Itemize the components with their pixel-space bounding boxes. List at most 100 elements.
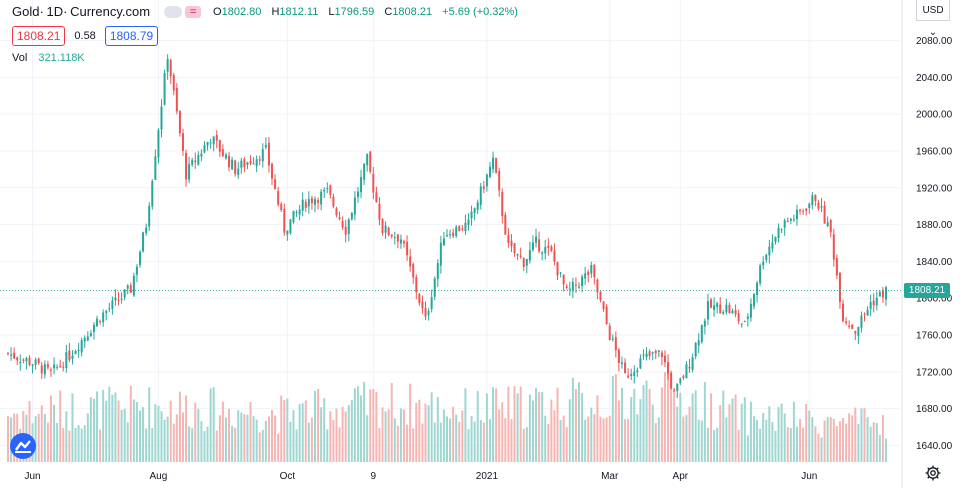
candle-body <box>737 313 740 322</box>
volume-bar <box>746 435 749 462</box>
volume-bar <box>608 415 611 462</box>
symbol-name[interactable]: Gold <box>12 4 40 19</box>
candle-body <box>553 250 556 262</box>
candle-body <box>706 301 709 320</box>
candle-body <box>571 281 574 291</box>
candle-body <box>728 304 731 314</box>
candle-body <box>881 290 884 298</box>
candle-body <box>237 168 240 175</box>
volume-bar <box>799 419 802 462</box>
volume-bar <box>584 419 587 462</box>
candle-body <box>719 304 722 314</box>
volume-bar <box>492 387 495 462</box>
candle-body <box>464 222 467 232</box>
open-value: 1802.80 <box>221 5 262 18</box>
volume-bar <box>338 427 341 462</box>
volume-bar <box>240 412 243 462</box>
volume-label[interactable]: Vol <box>12 52 28 64</box>
interval-label[interactable]: 1D <box>46 4 64 19</box>
volume-bar <box>869 426 872 462</box>
volume-bar <box>725 417 728 462</box>
volume-bar <box>249 401 252 462</box>
candle-body <box>875 297 878 306</box>
volume-bar <box>43 414 46 462</box>
candle-body <box>688 366 691 369</box>
volume-bar <box>737 429 740 462</box>
price-axis[interactable]: 1640.00 1680.00 1720.00 1760.00 1800.00 1840.… <box>916 36 953 452</box>
volume-bar <box>535 387 538 462</box>
volume-bar <box>525 427 528 462</box>
equals-icon[interactable]: = <box>185 5 202 18</box>
candle-body <box>780 229 783 231</box>
candle-body <box>774 237 777 242</box>
currency-selector[interactable]: USD ⌄ <box>916 0 950 38</box>
volume-bar <box>341 406 344 462</box>
volume-bar <box>163 419 166 462</box>
candle-body <box>541 252 544 254</box>
volume-bar <box>255 419 258 462</box>
volume-bar <box>243 414 246 462</box>
candle-body <box>802 210 805 212</box>
candle-body <box>446 235 448 237</box>
buy-price-button[interactable]: 1808.79 <box>104 26 159 46</box>
volume-bar <box>307 422 310 462</box>
candle-body <box>261 149 264 162</box>
volume-bar <box>209 388 212 462</box>
x-tick-label: Aug <box>150 471 168 482</box>
volume-bar <box>123 408 126 462</box>
volume-bar <box>700 420 703 462</box>
volume-bar <box>439 422 442 462</box>
volume-bar <box>231 425 234 462</box>
candle-body <box>676 383 679 392</box>
candle-body <box>854 331 857 334</box>
candle-body <box>200 153 203 157</box>
candle-body <box>188 163 191 180</box>
volume-bar <box>117 400 120 462</box>
volume-bar <box>473 421 476 462</box>
candle-body <box>863 313 866 315</box>
y-tick-label: 2000.00 <box>916 110 953 121</box>
gear-icon[interactable] <box>924 464 942 482</box>
volume-bar <box>258 432 261 462</box>
volume-bar <box>375 392 378 462</box>
volume-bar <box>771 422 774 462</box>
volume-bar <box>271 410 274 462</box>
volume-bar <box>765 419 768 462</box>
volume-bar <box>578 382 581 462</box>
candle-body <box>485 174 488 187</box>
candle-body <box>415 277 418 293</box>
tradingview-logo-icon[interactable] <box>10 433 36 459</box>
volume-bar <box>304 400 307 462</box>
volume-bar <box>378 428 381 462</box>
volume-bar <box>531 400 534 462</box>
volume-bar <box>403 409 406 462</box>
candle-body <box>510 240 513 246</box>
candle-body <box>86 336 89 341</box>
volume-bar <box>838 421 841 462</box>
volume-bar <box>421 423 424 462</box>
candle-body <box>544 247 547 254</box>
candle-body <box>240 160 243 168</box>
volume-bar <box>792 401 795 462</box>
candle-body <box>412 264 415 278</box>
candle-body <box>157 130 160 158</box>
y-tick-label: 1800.00 <box>916 294 953 305</box>
candle-body <box>243 159 246 168</box>
volume-bar <box>881 414 884 462</box>
candle-body <box>550 246 553 251</box>
sell-price-button[interactable]: 1808.21 <box>12 26 66 46</box>
candle-body <box>614 337 617 351</box>
candle-body <box>455 226 458 236</box>
candle-body <box>396 234 399 242</box>
candle-body <box>700 324 703 343</box>
eye-icon[interactable] <box>164 5 183 18</box>
candle-body <box>657 350 660 352</box>
candle-body <box>442 238 445 246</box>
candle-body <box>344 226 347 235</box>
y-tick-label: 2040.00 <box>916 73 953 84</box>
time-axis[interactable]: Jun Aug Oct 9 2021 Mar Apr Jun <box>24 471 817 482</box>
volume-bar <box>406 424 409 462</box>
volume-bar <box>277 433 280 462</box>
volume-bar <box>62 428 65 462</box>
